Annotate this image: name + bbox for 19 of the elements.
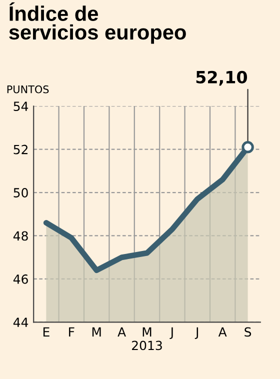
chart-title: Índice de servicios europeo xyxy=(9,2,186,44)
y-tick-label: 52 xyxy=(14,144,28,154)
x-tick-label: E xyxy=(43,327,50,337)
x-axis-title: 2013 xyxy=(132,340,162,350)
y-tick-label: 54 xyxy=(14,102,28,112)
x-tick-label: F xyxy=(69,327,74,337)
x-tick-label: M xyxy=(142,327,152,337)
x-tick-label: S xyxy=(244,327,252,337)
x-tick-label: A xyxy=(118,327,126,337)
x-tick-label: M xyxy=(92,327,101,337)
x-tick-label: J xyxy=(170,327,173,340)
x-tick-label: A xyxy=(218,327,227,337)
y-tick-label: 50 xyxy=(14,188,28,198)
x-tick-label: J xyxy=(194,327,198,340)
y-tick-label: 46 xyxy=(13,274,28,284)
y-tick-label: 48 xyxy=(13,231,28,241)
y-tick-label: 44 xyxy=(13,318,28,327)
data-label: 52,10 xyxy=(196,70,248,86)
y-axis-title: PUNTOS xyxy=(7,85,49,94)
